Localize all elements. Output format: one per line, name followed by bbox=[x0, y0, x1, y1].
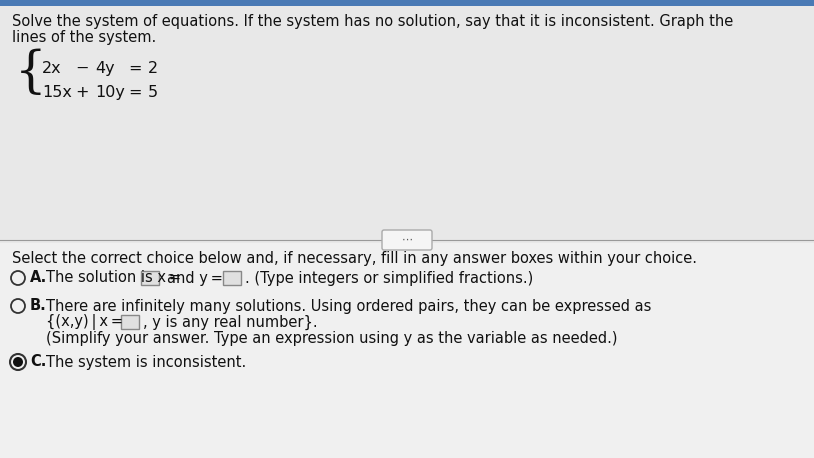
Text: , y is any real number}.: , y is any real number}. bbox=[143, 314, 317, 330]
Text: 5: 5 bbox=[148, 85, 158, 100]
Text: +: + bbox=[75, 85, 89, 100]
FancyBboxPatch shape bbox=[141, 271, 159, 285]
FancyBboxPatch shape bbox=[0, 0, 814, 6]
Text: {: { bbox=[15, 48, 46, 98]
Text: There are infinitely many solutions. Using ordered pairs, they can be expressed : There are infinitely many solutions. Usi… bbox=[46, 299, 651, 313]
Text: {(x,y) | x =: {(x,y) | x = bbox=[46, 314, 123, 330]
FancyBboxPatch shape bbox=[382, 230, 432, 250]
FancyBboxPatch shape bbox=[223, 271, 241, 285]
Text: Solve the system of equations. If the system has no solution, say that it is inc: Solve the system of equations. If the sy… bbox=[12, 14, 733, 29]
Text: C.: C. bbox=[30, 354, 46, 370]
Text: 10y: 10y bbox=[95, 85, 125, 100]
Text: =: = bbox=[128, 61, 142, 76]
Text: ⋯: ⋯ bbox=[401, 235, 413, 245]
Text: 2: 2 bbox=[148, 61, 158, 76]
Text: 4y: 4y bbox=[95, 61, 115, 76]
Circle shape bbox=[13, 357, 23, 367]
FancyBboxPatch shape bbox=[121, 315, 139, 329]
Text: and y =: and y = bbox=[167, 271, 223, 285]
Text: −: − bbox=[75, 61, 89, 76]
Text: (Simplify your answer. Type an expression using y as the variable as needed.): (Simplify your answer. Type an expressio… bbox=[46, 331, 618, 345]
FancyBboxPatch shape bbox=[0, 243, 814, 458]
FancyBboxPatch shape bbox=[0, 6, 814, 243]
Text: 2x: 2x bbox=[42, 61, 62, 76]
Text: A.: A. bbox=[30, 271, 47, 285]
Text: 15x: 15x bbox=[42, 85, 72, 100]
Text: The system is inconsistent.: The system is inconsistent. bbox=[46, 354, 247, 370]
Text: . (Type integers or simplified fractions.): . (Type integers or simplified fractions… bbox=[245, 271, 533, 285]
Text: The solution is x =: The solution is x = bbox=[46, 271, 181, 285]
Text: =: = bbox=[128, 85, 142, 100]
Text: lines of the system.: lines of the system. bbox=[12, 30, 156, 45]
Text: B.: B. bbox=[30, 299, 46, 313]
Text: Select the correct choice below and, if necessary, fill in any answer boxes with: Select the correct choice below and, if … bbox=[12, 251, 697, 266]
